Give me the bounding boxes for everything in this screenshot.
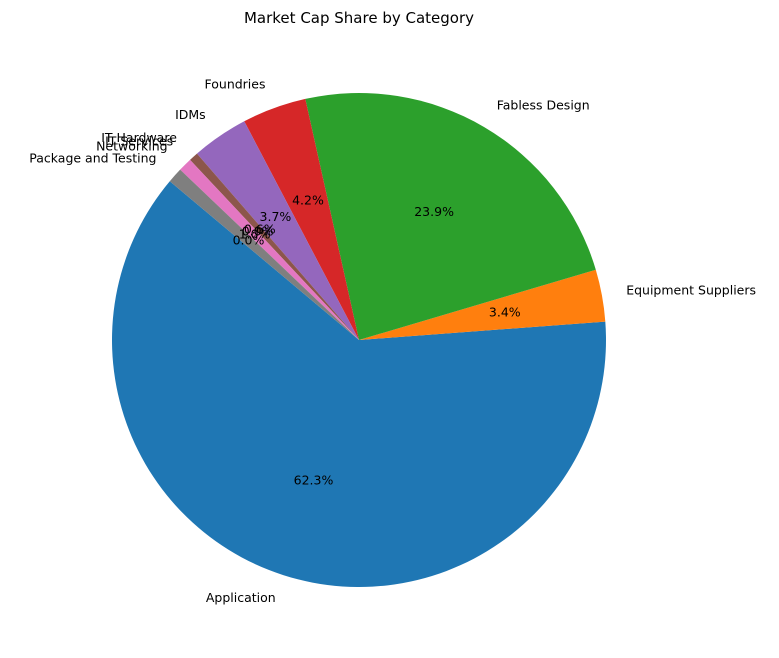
pie-slice-foundries (244, 98, 359, 340)
pie-slice-networking (180, 159, 359, 340)
percent-label-fabless-design: 23.9% (414, 204, 454, 219)
pie-slice-fabless-design (305, 93, 596, 340)
percent-label-networking: 1.0% (239, 226, 271, 241)
pie-slice-application (111, 181, 606, 588)
slice-label-idms: IDMs (175, 107, 206, 122)
percent-label-it-services: 0.0% (242, 223, 274, 238)
slice-label-foundries: Foundries (205, 76, 266, 91)
slice-label-application: Application (206, 590, 276, 605)
chart-title: Market Cap Share by Category (244, 9, 474, 27)
slice-label-it-services: IT Services (105, 133, 173, 148)
percent-label-equipment-suppliers: 3.4% (489, 305, 521, 320)
slice-label-equipment-suppliers: Equipment Suppliers (626, 283, 756, 298)
percent-label-idms: 3.7% (260, 209, 292, 224)
slice-labels: Application Equipment Suppliers Fabless De… (29, 76, 756, 605)
pie-slices (111, 93, 606, 588)
pie-slice-idms (196, 121, 359, 341)
percent-label-application: 62.3% (294, 473, 334, 488)
percent-label-it-hardware: 0.6% (244, 222, 276, 237)
percent-label-foundries: 4.2% (292, 192, 324, 207)
percent-label-package-and-testing: 0.0% (233, 233, 265, 248)
pie-slice-equipment-suppliers (359, 269, 606, 340)
slice-label-fabless-design: Fabless Design (497, 97, 590, 112)
slice-label-it-hardware: IT Hardware (101, 130, 177, 145)
slice-label-networking: Networking (96, 139, 168, 154)
pie-slice-package-and-testing (169, 169, 359, 340)
percent-labels: 62.3% 3.4% 23.9% 4.2%3.7%0.6%0.0%1.0%0.0% (233, 192, 521, 487)
pie-slice-it-hardware (190, 153, 359, 340)
slice-label-package-and-testing: Package and Testing (29, 150, 156, 165)
